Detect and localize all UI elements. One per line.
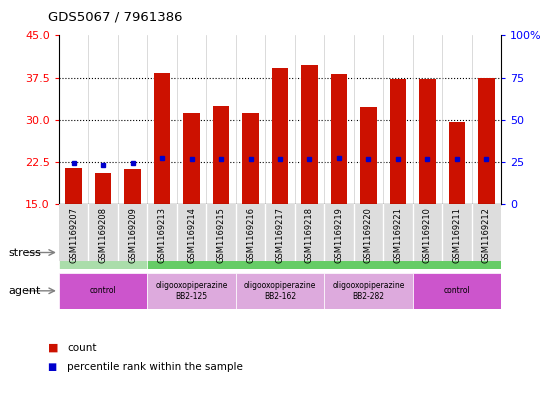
Bar xyxy=(413,273,501,309)
Bar xyxy=(390,79,406,204)
Bar xyxy=(147,236,501,269)
Bar xyxy=(66,168,82,204)
Text: GSM1169221: GSM1169221 xyxy=(394,207,403,263)
Text: ■: ■ xyxy=(48,362,57,373)
Text: GSM1169212: GSM1169212 xyxy=(482,207,491,263)
Text: GSM1169207: GSM1169207 xyxy=(69,207,78,263)
Text: agent: agent xyxy=(8,286,41,296)
Bar xyxy=(242,113,259,204)
Text: count: count xyxy=(67,343,97,353)
Text: percentile rank within the sample: percentile rank within the sample xyxy=(67,362,243,373)
Text: stress: stress xyxy=(8,248,41,257)
Text: control: control xyxy=(90,286,116,295)
Text: GSM1169210: GSM1169210 xyxy=(423,207,432,263)
Bar xyxy=(95,173,111,204)
Text: GSM1169209: GSM1169209 xyxy=(128,207,137,263)
Text: oligooxopiperazine
BB2-162: oligooxopiperazine BB2-162 xyxy=(244,281,316,301)
Bar xyxy=(59,273,147,309)
Text: oligooxopiperazine
BB2-282: oligooxopiperazine BB2-282 xyxy=(332,281,405,301)
Text: ■: ■ xyxy=(48,343,58,353)
Bar xyxy=(361,107,376,204)
Bar xyxy=(236,273,324,309)
Text: GDS5067 / 7961386: GDS5067 / 7961386 xyxy=(48,11,182,24)
Bar xyxy=(449,121,465,204)
Text: GSM1169220: GSM1169220 xyxy=(364,207,373,263)
Text: oligooxopiperazine
BB2-125: oligooxopiperazine BB2-125 xyxy=(155,281,228,301)
Text: GSM1169219: GSM1169219 xyxy=(334,207,343,263)
Text: GSM1169215: GSM1169215 xyxy=(217,207,226,263)
Bar xyxy=(272,68,288,204)
Bar xyxy=(331,73,347,204)
Bar xyxy=(184,113,199,204)
Text: GSM1169208: GSM1169208 xyxy=(99,207,108,263)
Text: normoxia: normoxia xyxy=(77,248,129,257)
Text: GSM1169217: GSM1169217 xyxy=(276,207,284,263)
Bar xyxy=(478,78,494,204)
Bar xyxy=(154,73,170,204)
Text: GSM1169216: GSM1169216 xyxy=(246,207,255,263)
Bar xyxy=(324,273,413,309)
Text: GSM1169214: GSM1169214 xyxy=(187,207,196,263)
Bar xyxy=(419,79,436,204)
Bar xyxy=(124,169,141,204)
Text: GSM1169218: GSM1169218 xyxy=(305,207,314,263)
Text: hypoxia: hypoxia xyxy=(302,248,346,257)
Text: GSM1169211: GSM1169211 xyxy=(452,207,461,263)
Text: control: control xyxy=(444,286,470,295)
Bar xyxy=(59,236,147,269)
Bar xyxy=(301,65,318,204)
Bar xyxy=(147,273,236,309)
Bar xyxy=(213,106,229,204)
Text: GSM1169213: GSM1169213 xyxy=(157,207,166,263)
